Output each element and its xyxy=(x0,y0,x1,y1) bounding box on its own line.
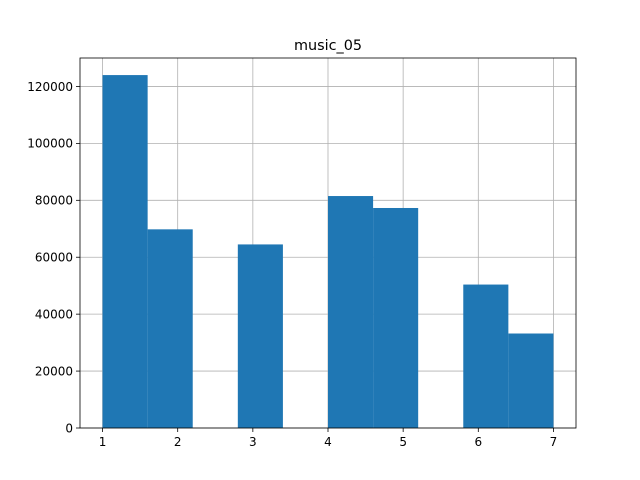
x-tick-label-7: 7 xyxy=(550,435,558,449)
x-tick-label-1: 1 xyxy=(99,435,107,449)
x-tick-label-3: 3 xyxy=(249,435,257,449)
histogram-bar-10 xyxy=(508,333,554,428)
x-tick-label-6: 6 xyxy=(474,435,482,449)
y-tick-label-5: 80000 xyxy=(35,194,73,208)
histogram-bars xyxy=(102,75,554,429)
y-tick-label-6: 100000 xyxy=(27,137,73,151)
x-axis: 1 2 3 4 5 6 7 xyxy=(99,428,558,449)
histogram-bar-9 xyxy=(463,284,509,428)
y-tick-label-2: 20000 xyxy=(35,364,73,378)
x-tick-label-2: 2 xyxy=(174,435,182,449)
histogram-bar-1 xyxy=(102,75,148,429)
x-tick-label-4: 4 xyxy=(324,435,332,449)
histogram-bar-6 xyxy=(328,196,374,428)
histogram-bar-4 xyxy=(237,244,283,428)
y-tick-label-3: 40000 xyxy=(35,307,73,321)
histogram-bar-7 xyxy=(373,207,419,428)
y-tick-label-7: 120000 xyxy=(27,80,73,94)
y-axis: 0 20000 40000 60000 80000 100000 120000 xyxy=(27,80,80,435)
y-tick-label-4: 60000 xyxy=(35,251,73,265)
chart-title: music_05 xyxy=(294,38,362,54)
y-tick-label-1: 0 xyxy=(65,421,73,435)
x-tick-label-5: 5 xyxy=(399,435,407,449)
histogram-bar-2 xyxy=(147,229,193,428)
